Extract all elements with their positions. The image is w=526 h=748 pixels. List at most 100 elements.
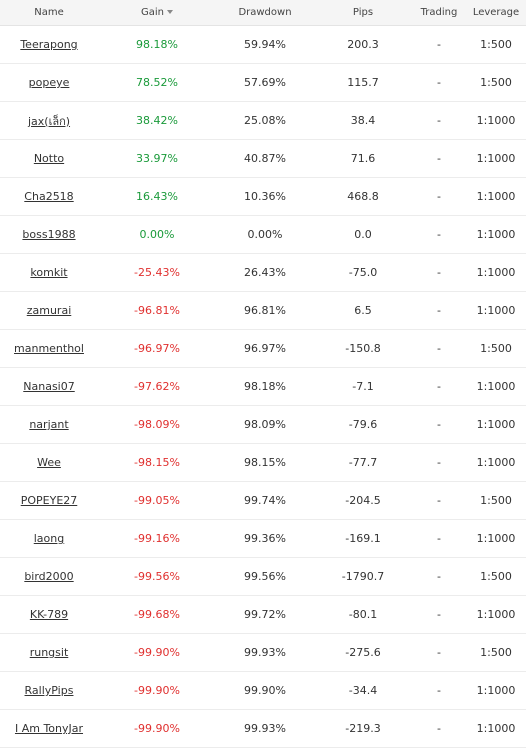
trader-name-link[interactable]: POPEYE27 [20,494,78,507]
trading-cell: - [437,38,441,51]
drawdown-column-cell: 25.08% [216,101,314,140]
gain-cell: 38.42% [136,114,178,127]
pips-column-cell: -150.8 [314,329,412,368]
trader-name-link[interactable]: Teerapong [20,38,78,51]
pips-cell: 71.6 [350,152,376,165]
column-header-gain[interactable]: Gain [98,0,216,26]
name-column-cell: Wee [0,443,98,482]
leverage-column-cell: 1:1000 [466,139,526,178]
name-column-cell: POPEYE27 [0,481,98,520]
trading-column-cell: - [412,63,466,102]
header-row: Name Gain Drawdown Pips Trading Leverage [0,0,526,26]
leverage-column-cell: 1:1000 [466,101,526,140]
trader-name-link[interactable]: rungsit [29,646,69,659]
leverage-column-cell: 1:1000 [466,443,526,482]
drawdown-column-cell: 99.90% [216,671,314,710]
pips-cell: -150.8 [345,342,381,355]
leverage-column-cell: 1:500 [466,557,526,596]
table-row: POPEYE27 -99.05% 99.74% -204.5 - 1:500 [0,481,526,520]
gain-column-cell: -99.56% [98,557,216,596]
table-row: narjant -98.09% 98.09% -79.6 - 1:1000 [0,405,526,444]
drawdown-column-cell: 99.36% [216,519,314,558]
column-header-trading[interactable]: Trading [412,0,466,26]
drawdown-cell: 99.93% [244,646,286,659]
pips-column-cell: -80.1 [314,595,412,634]
pips-cell: -1790.7 [341,570,385,583]
trader-name-link[interactable]: jax(เล็ก) [27,114,71,128]
table-row: boss1988 0.00% 0.00% 0.0 - 1:1000 [0,215,526,254]
gain-cell: -97.62% [134,380,180,393]
trading-column-cell: - [412,139,466,178]
trader-name-link[interactable]: komkit [30,266,68,279]
drawdown-column-cell: 96.97% [216,329,314,368]
trading-column-cell: - [412,367,466,406]
drawdown-column-cell: 99.72% [216,595,314,634]
drawdown-column-cell: 98.18% [216,367,314,406]
table-row: RallyPips -99.90% 99.90% -34.4 - 1:1000 [0,671,526,710]
pips-column-cell: 71.6 [314,139,412,178]
trader-name-link[interactable]: Notto [33,152,65,165]
trading-column-cell: - [412,291,466,330]
trader-name-link[interactable]: I Am TonyJar [14,722,84,735]
trader-name-link[interactable]: laong [33,532,65,545]
pips-cell: -204.5 [345,494,381,507]
trader-name-link[interactable]: boss1988 [22,228,76,241]
column-header-drawdown[interactable]: Drawdown [216,0,314,26]
drawdown-cell: 99.90% [244,684,286,697]
pips-column-cell: -204.5 [314,481,412,520]
trader-name-link[interactable]: bird2000 [24,570,74,583]
leverage-column-cell: 1:500 [466,329,526,368]
drawdown-cell: 98.18% [244,380,286,393]
column-header-leverage[interactable]: Leverage [466,0,526,26]
trader-name-link[interactable]: popeye [28,76,70,89]
trader-name-link[interactable]: zamurai [26,304,72,317]
leverage-column-cell: 1:1000 [466,671,526,710]
drawdown-cell: 57.69% [244,76,286,89]
gain-cell: -96.97% [134,342,180,355]
gain-column-cell: -98.15% [98,443,216,482]
pips-cell: 38.4 [350,114,376,127]
pips-cell: -34.4 [348,684,378,697]
column-header-name[interactable]: Name [0,0,98,26]
name-column-cell: Nanasi07 [0,367,98,406]
trading-cell: - [437,304,441,317]
gain-cell: -98.09% [134,418,180,431]
leverage-cell: 1:1000 [476,418,516,431]
drawdown-column-cell: 57.69% [216,63,314,102]
trading-cell: - [437,228,441,241]
table-row: Nanasi07 -97.62% 98.18% -7.1 - 1:1000 [0,367,526,406]
trader-name-link[interactable]: Nanasi07 [23,380,75,393]
pips-cell: 468.8 [347,190,379,203]
trader-name-link[interactable]: Cha2518 [24,190,74,203]
pips-cell: -7.1 [352,380,374,393]
leverage-cell: 1:1000 [476,190,516,203]
pips-column-cell: -169.1 [314,519,412,558]
drawdown-column-cell: 96.81% [216,291,314,330]
leverage-cell: 1:500 [480,342,512,355]
drawdown-cell: 99.36% [244,532,286,545]
leverage-column-cell: 1:1000 [466,519,526,558]
trader-name-link[interactable]: Wee [37,456,61,469]
pips-column-cell: -34.4 [314,671,412,710]
leverage-cell: 1:1000 [476,722,516,735]
trader-name-link[interactable]: manmenthol [14,342,84,355]
gain-cell: 78.52% [136,76,178,89]
trading-column-cell: - [412,519,466,558]
trader-name-link[interactable]: RallyPips [24,684,74,697]
trading-cell: - [437,570,441,583]
gain-column-cell: 0.00% [98,215,216,254]
trading-column-cell: - [412,253,466,292]
gain-column-cell: -99.90% [98,633,216,672]
column-header-pips[interactable]: Pips [314,0,412,26]
trading-cell: - [437,380,441,393]
gain-column-cell: -97.62% [98,367,216,406]
pips-cell: 115.7 [347,76,379,89]
trader-name-link[interactable]: narjant [29,418,69,431]
name-column-cell: laong [0,519,98,558]
trader-name-link[interactable]: KK-789 [29,608,69,621]
pips-cell: -169.1 [345,532,381,545]
trading-cell: - [437,266,441,279]
name-column-cell: manmenthol [0,329,98,368]
table-row: Notto 33.97% 40.87% 71.6 - 1:1000 [0,139,526,178]
